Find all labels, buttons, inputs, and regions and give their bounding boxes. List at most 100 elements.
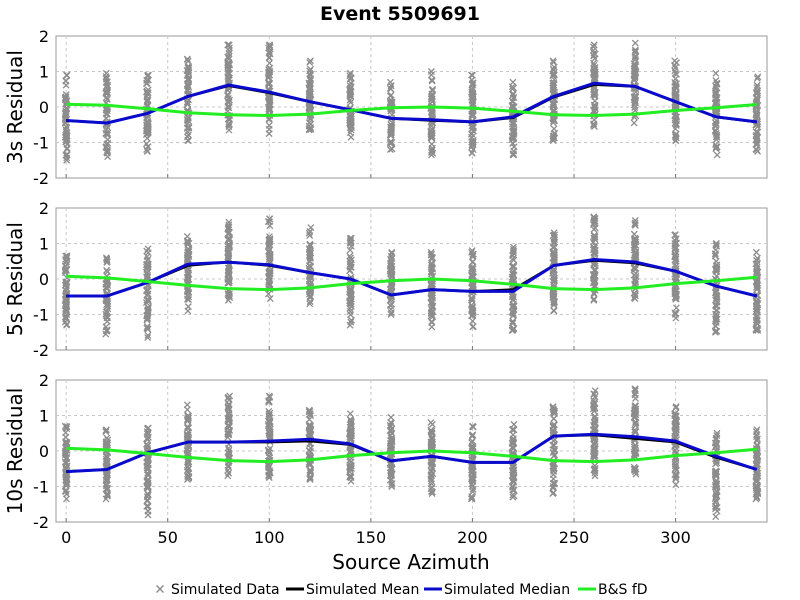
simulated-data-point <box>224 41 232 49</box>
simulated-data-point <box>590 41 598 49</box>
simulated-data-point <box>102 73 110 80</box>
simulated-data-point <box>184 113 192 121</box>
legend-simulated-data: Simulated Data <box>156 582 280 598</box>
simulated-data-point <box>752 145 760 153</box>
x-axis-label: Source Azimuth <box>332 550 489 574</box>
simulated-data-point <box>388 145 396 153</box>
simulated-data-point <box>591 250 599 258</box>
simulated-data-point <box>306 77 314 85</box>
simulated-data-point <box>713 327 721 335</box>
simulated-data-point <box>631 48 639 56</box>
simulated-data-point <box>63 134 71 142</box>
simulated-data-point <box>469 258 477 266</box>
simulated-data-point <box>632 236 640 243</box>
simulated-data-point <box>225 115 233 123</box>
simulated-data-point <box>61 110 69 118</box>
y-axis-label: 3s Residual <box>3 50 27 164</box>
simulated-data-point <box>225 123 233 131</box>
simulated-data-point <box>550 442 558 450</box>
simulated-data-point <box>225 241 233 249</box>
simulated-data-point <box>183 431 191 439</box>
simulated-data-point <box>428 92 436 100</box>
simulated-data-point <box>266 222 274 230</box>
simulated-data-point <box>752 248 760 256</box>
simulated-data-point <box>550 254 558 262</box>
simulated-data-point <box>510 267 518 274</box>
simulated-data-point <box>144 507 152 515</box>
simulated-data-point <box>550 307 558 314</box>
simulated-data-point <box>631 390 639 397</box>
simulated-data-point <box>591 50 599 58</box>
simulated-data-point <box>143 287 151 295</box>
simulated-data-point <box>429 313 437 321</box>
simulated-data-point <box>427 71 435 79</box>
y-tick-label: -1 <box>33 134 49 153</box>
simulated-data-point <box>63 302 71 310</box>
simulated-data-point <box>62 136 70 144</box>
simulated-data-point <box>225 98 233 106</box>
simulated-data-point <box>144 96 152 104</box>
simulated-data-point <box>224 69 232 77</box>
simulated-data-point <box>143 428 151 436</box>
simulated-data-point <box>510 256 518 264</box>
x-tick-label: 300 <box>660 528 691 547</box>
simulated-data-point <box>224 466 232 474</box>
simulated-data-point <box>225 430 233 438</box>
simulated-data-point <box>713 507 721 515</box>
simulated-data-point <box>305 460 313 468</box>
simulated-data-point <box>427 251 435 259</box>
simulated-data-point <box>347 316 355 324</box>
simulated-data-point <box>225 413 233 421</box>
simulated-data-point <box>754 284 762 292</box>
simulated-data-point <box>469 272 477 280</box>
simulated-data-point <box>225 416 233 423</box>
simulated-data-point <box>143 124 151 132</box>
simulated-data-point <box>632 248 640 256</box>
simulated-data-point <box>673 417 681 425</box>
simulated-data-point <box>185 256 193 264</box>
simulated-data-point <box>509 326 517 334</box>
simulated-data-point <box>144 325 152 333</box>
simulated-data-point <box>591 419 599 427</box>
data-layer <box>61 385 762 521</box>
simulated-data-point <box>387 267 395 275</box>
simulated-data-point <box>388 249 396 257</box>
simulated-data-point <box>550 253 558 261</box>
simulated-data-point <box>225 53 233 61</box>
simulated-data-point <box>62 128 70 136</box>
simulated-data-point <box>102 428 110 436</box>
simulated-data-point <box>347 293 355 301</box>
simulated-data-point <box>630 271 638 279</box>
simulated-data-point <box>429 465 436 472</box>
simulated-data-point <box>266 295 274 302</box>
simulated-data-point <box>225 59 233 67</box>
data-layer <box>61 213 762 342</box>
y-tick-label: 2 <box>39 199 49 218</box>
simulated-data-point <box>63 441 71 449</box>
simulated-data-point <box>508 123 516 131</box>
simulated-data-point <box>184 423 191 431</box>
simulated-data-point <box>104 439 112 447</box>
simulated-data-point <box>144 297 152 305</box>
simulated-data-point <box>672 304 680 312</box>
simulated-data-point <box>224 279 232 287</box>
simulated-data-point <box>550 58 557 66</box>
simulated-data-point <box>510 128 518 136</box>
simulated-data-point <box>143 122 151 130</box>
simulated-data-point <box>509 139 517 147</box>
simulated-data-point <box>224 433 232 441</box>
simulated-data-point <box>144 272 152 279</box>
simulated-data-point <box>427 261 435 269</box>
simulated-data-point <box>266 425 274 433</box>
simulated-data-point <box>429 85 437 93</box>
simulated-data-point <box>184 87 192 95</box>
simulated-data-point <box>428 490 436 498</box>
simulated-data-point <box>142 261 150 269</box>
simulated-data-point <box>102 88 110 96</box>
simulated-data-point <box>306 300 314 308</box>
simulated-data-point <box>672 423 680 431</box>
simulated-data-point <box>347 98 355 106</box>
simulated-data-point <box>266 43 274 51</box>
simulated-data-point <box>266 253 274 261</box>
simulated-data-point <box>265 413 273 421</box>
